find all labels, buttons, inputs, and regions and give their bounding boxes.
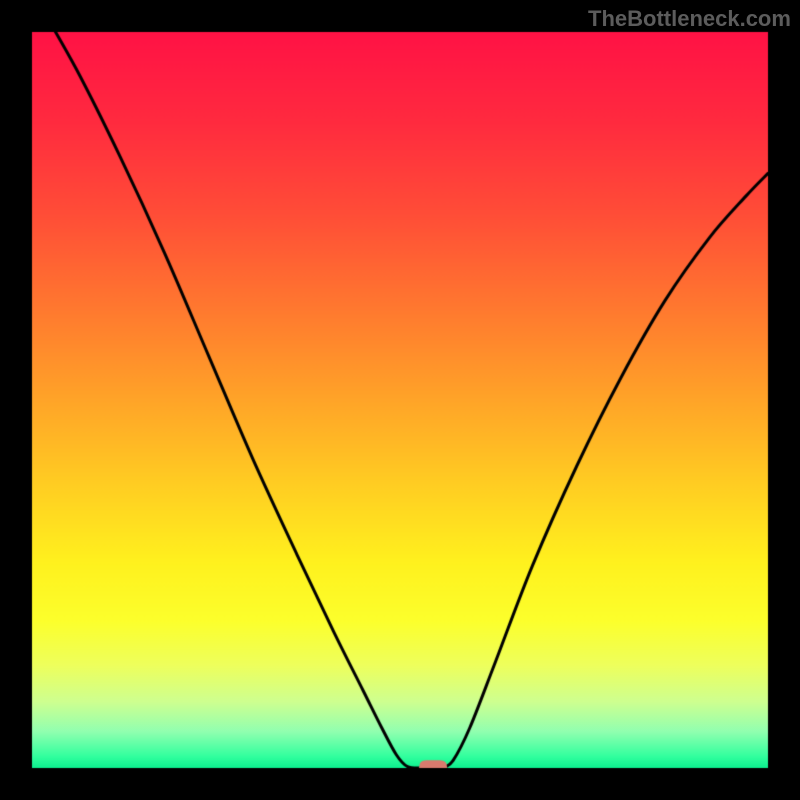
watermark-label: TheBottleneck.com [588, 6, 791, 32]
bottleneck-chart-canvas [0, 0, 800, 800]
chart-container: TheBottleneck.com [0, 0, 800, 800]
